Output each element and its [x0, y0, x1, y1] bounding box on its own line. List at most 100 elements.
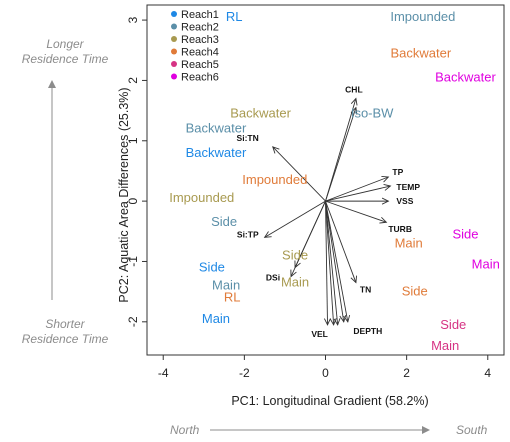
site-label-main: Main — [431, 338, 459, 353]
loading-vector-depth — [325, 201, 349, 322]
y-tick-label: 2 — [126, 77, 140, 84]
loading-vector-sitn — [272, 146, 326, 202]
loading-vector-label: TURB — [388, 224, 412, 234]
legend-marker — [171, 23, 177, 30]
legend-label: Reach5 — [181, 59, 219, 71]
site-label-main: Main — [395, 235, 423, 250]
site-label-side: Side — [452, 226, 478, 241]
loading-vector-label: TEMP — [396, 182, 420, 192]
loading-vector-head — [339, 314, 347, 323]
site-label-rl: RL — [226, 9, 243, 24]
loading-vector-tp-head — [381, 175, 390, 183]
y-tick-label: -1 — [126, 256, 140, 267]
loading-vector-temp-head — [383, 184, 392, 191]
loading-vectors: CHL Si:TN TP TEMP VSS TURB Si:TP DSi TN VEL DEPTH — [237, 85, 421, 339]
y-direction-top-line2: Residence Time — [22, 52, 109, 66]
legend-label: Reach4 — [181, 47, 219, 59]
site-label-impounded: Impounded — [169, 190, 234, 205]
site-label-isobw: Iso-BW — [351, 106, 394, 121]
y-direction-bottom-line1: Shorter — [45, 317, 85, 331]
x-direction-right: South — [456, 423, 488, 437]
y-tick-label: 0 — [126, 197, 140, 204]
x-tick-label: 4 — [484, 366, 491, 380]
x-tick-label: 0 — [322, 366, 329, 380]
loading-vector — [325, 201, 328, 325]
y-direction-top-line1: Longer — [46, 37, 84, 51]
legend-marker — [171, 48, 177, 55]
site-label-backwater: Backwater — [230, 106, 291, 121]
loading-vector-chl — [325, 98, 357, 202]
x-axis-title: PC1: Longitudinal Gradient (58.2%) — [231, 394, 428, 408]
loading-vector-head — [323, 318, 331, 326]
loading-vector-dsi-head — [290, 269, 297, 278]
loading-vector — [325, 201, 339, 325]
site-label-side: Side — [199, 260, 225, 275]
loading-vector-chl-head — [350, 97, 358, 106]
legend-label: Reach2 — [181, 22, 219, 34]
y-direction-arrow-head — [48, 80, 56, 88]
site-label-main: Main — [202, 311, 230, 326]
legend-label: Reach1 — [181, 9, 219, 21]
site-label-impounded: Impounded — [390, 9, 455, 24]
site-label-impounded: Impounded — [242, 172, 307, 187]
site-label-backwater: Backwater — [186, 121, 247, 136]
loading-vector-label: VEL — [311, 329, 328, 339]
loading-vector-vel-head — [329, 318, 337, 326]
axis-ticks: -4 -2 0 2 4 -2 -1 0 1 2 3 — [126, 16, 491, 380]
site-label-backwater: Backwater — [186, 145, 247, 160]
y-direction-bottom-line2: Residence Time — [22, 332, 109, 346]
legend-marker — [171, 36, 177, 42]
loading-vector-label: TP — [392, 167, 403, 177]
site-label-backwater: Backwater — [435, 69, 496, 84]
x-tick-label: 2 — [403, 366, 410, 380]
loading-vector-label: Si:TN — [237, 133, 259, 143]
site-label-side: Side — [402, 284, 428, 299]
loading-vector-sitp-head — [263, 231, 272, 238]
site-label-main: Main — [472, 256, 500, 271]
legend-label: Reach6 — [181, 72, 219, 84]
loading-vector-depth-head — [343, 314, 351, 323]
loading-vector-label: DSi — [266, 273, 280, 283]
site-label-side: Side — [211, 214, 237, 229]
legend-marker — [171, 11, 177, 17]
site-label-backwater: Backwater — [390, 45, 451, 60]
y-tick-label: -2 — [126, 316, 140, 327]
site-label-rl: RL — [224, 290, 241, 305]
loading-vector-sitp — [264, 200, 326, 238]
loading-vector-dsi — [290, 200, 326, 277]
loading-vector-label: Si:TP — [237, 229, 259, 239]
loading-vector-label: DEPTH — [353, 326, 382, 336]
loading-vector-sitn-head — [272, 146, 280, 154]
loading-vector-label: VSS — [396, 196, 413, 206]
loading-vector-vss-head — [381, 197, 390, 205]
site-label-side: Side — [440, 317, 466, 332]
y-tick-label: 1 — [126, 137, 140, 144]
legend-label: Reach3 — [181, 34, 219, 46]
site-label-main: Main — [281, 275, 309, 290]
loading-vector-temp — [325, 185, 391, 202]
loading-vector — [325, 201, 345, 322]
loading-vector-tn-head — [350, 275, 358, 284]
x-direction-arrow-head — [422, 426, 430, 434]
loading-vector-vel — [325, 201, 335, 325]
site-label-main: Main — [212, 278, 240, 293]
x-tick-label: -2 — [239, 366, 250, 380]
x-direction-annotation: North South — [170, 423, 488, 437]
legend-marker — [171, 61, 177, 67]
loading-vector-label: TN — [360, 285, 371, 295]
y-tick-label: 3 — [126, 16, 140, 23]
x-tick-label: -4 — [158, 366, 169, 380]
y-axis-title: PC2: Aquatic Area Differences (25.3%) — [117, 87, 131, 302]
site-labels: RL Backwater Side Main Impounded Iso-BW Backwa… — [169, 9, 500, 353]
y-direction-annotation: Longer Residence Time Shorter Residence … — [22, 37, 109, 346]
site-label-side: Side — [282, 247, 308, 262]
loading-vector-label: CHL — [345, 85, 362, 95]
x-direction-left: North — [170, 423, 200, 437]
loading-vector-tp — [325, 176, 389, 202]
legend-marker — [171, 73, 177, 80]
loading-vector-turb-head — [379, 216, 388, 224]
loading-vector-tn — [325, 200, 357, 283]
loading-vector-turb — [325, 200, 387, 223]
